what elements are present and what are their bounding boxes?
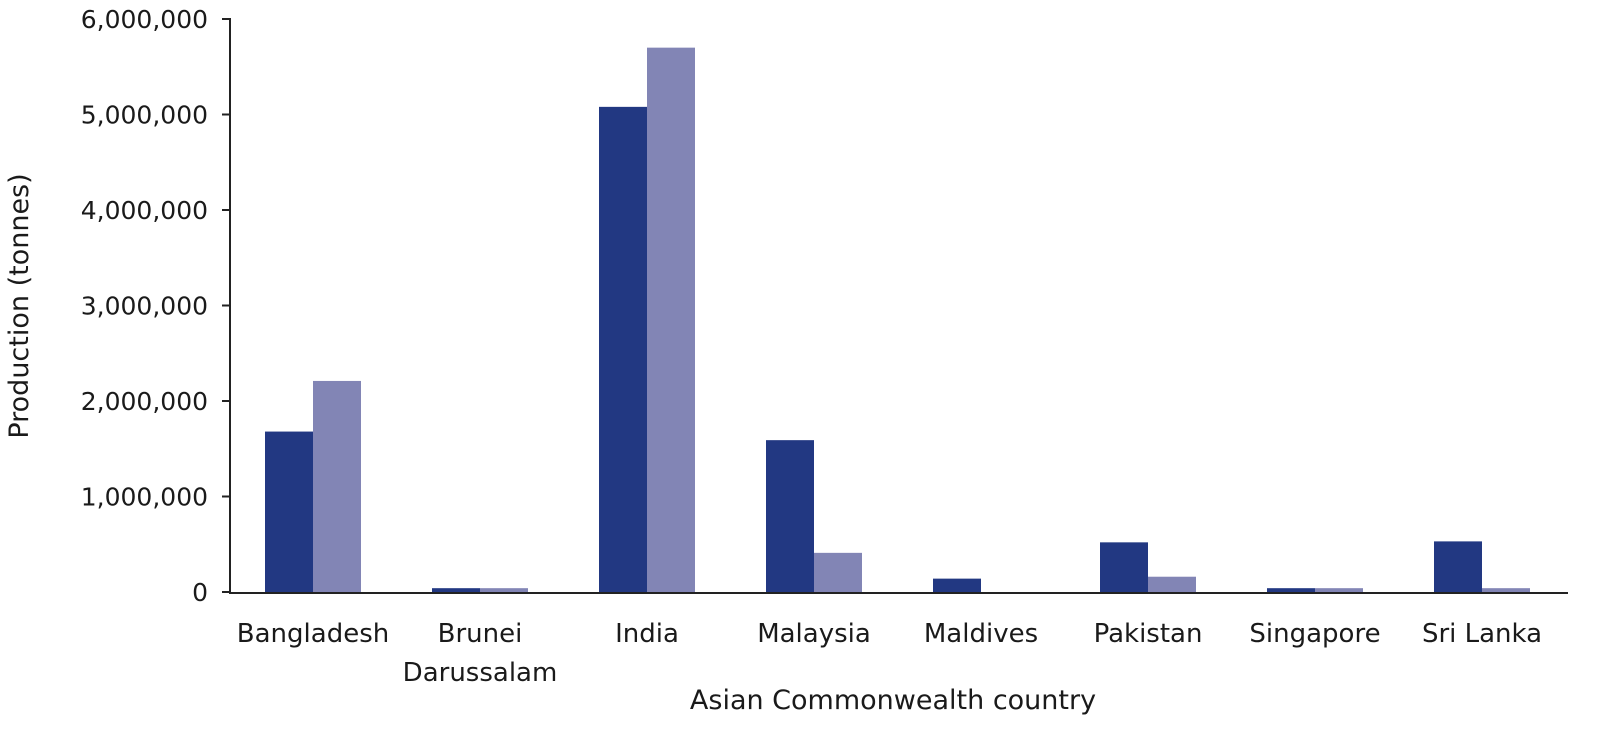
bar-series-1-category-8 (1434, 541, 1482, 593)
bars-layer (265, 47, 1530, 594)
y-tick-label: 0 (192, 578, 208, 607)
x-category-label: Sri Lanka (1422, 619, 1542, 649)
y-tick-label: 1,000,000 (81, 483, 208, 512)
y-tick-label: 2,000,000 (81, 387, 208, 416)
x-category-label: Brunei Darussalam (403, 619, 558, 688)
bar-series-1-category-6 (1100, 542, 1148, 593)
y-ticks-layer: 0 1,000,000 2,000,000 3,000,000 4,000,000 5,0… (81, 5, 230, 607)
bar-series-1-category-7 (1267, 588, 1315, 593)
y-tick-label: 3,000,000 (81, 292, 208, 321)
x-category-label: Bangladesh (237, 619, 389, 649)
x-category-label: Malaysia (757, 619, 871, 649)
y-tick-label: 5,000,000 (81, 101, 208, 130)
bar-series-2-category-6 (1148, 576, 1196, 593)
y-tick-label: 6,000,000 (81, 5, 208, 34)
bar-series-1-category-1 (265, 431, 313, 593)
y-axis-title: Production (tonnes) (4, 173, 35, 438)
x-category-label: Maldives (924, 619, 1038, 649)
x-category-label: Singapore (1249, 619, 1380, 649)
y-tick-label: 4,000,000 (81, 196, 208, 225)
bar-series-2-category-1 (313, 380, 361, 593)
bar-series-1-category-2 (432, 588, 480, 593)
x-category-label: Pakistan (1094, 619, 1203, 649)
bar-series-1-category-4 (766, 440, 814, 593)
bar-series-2-category-3 (647, 47, 695, 593)
axes-layer (229, 18, 1568, 594)
bar-series-2-category-7 (1315, 588, 1363, 593)
bar-series-2-category-8 (1482, 588, 1530, 593)
bar-series-1-category-3 (599, 106, 647, 594)
bar-series-2-category-4 (814, 552, 862, 593)
x-labels-layer: Bangladesh Brunei Darussalam India Malaysia M… (237, 619, 1542, 688)
x-category-label: India (615, 619, 679, 649)
bar-series-2-category-2 (480, 588, 528, 593)
bar-series-1-category-5 (933, 578, 981, 593)
x-axis-title: Asian Commonwealth country (690, 685, 1096, 716)
